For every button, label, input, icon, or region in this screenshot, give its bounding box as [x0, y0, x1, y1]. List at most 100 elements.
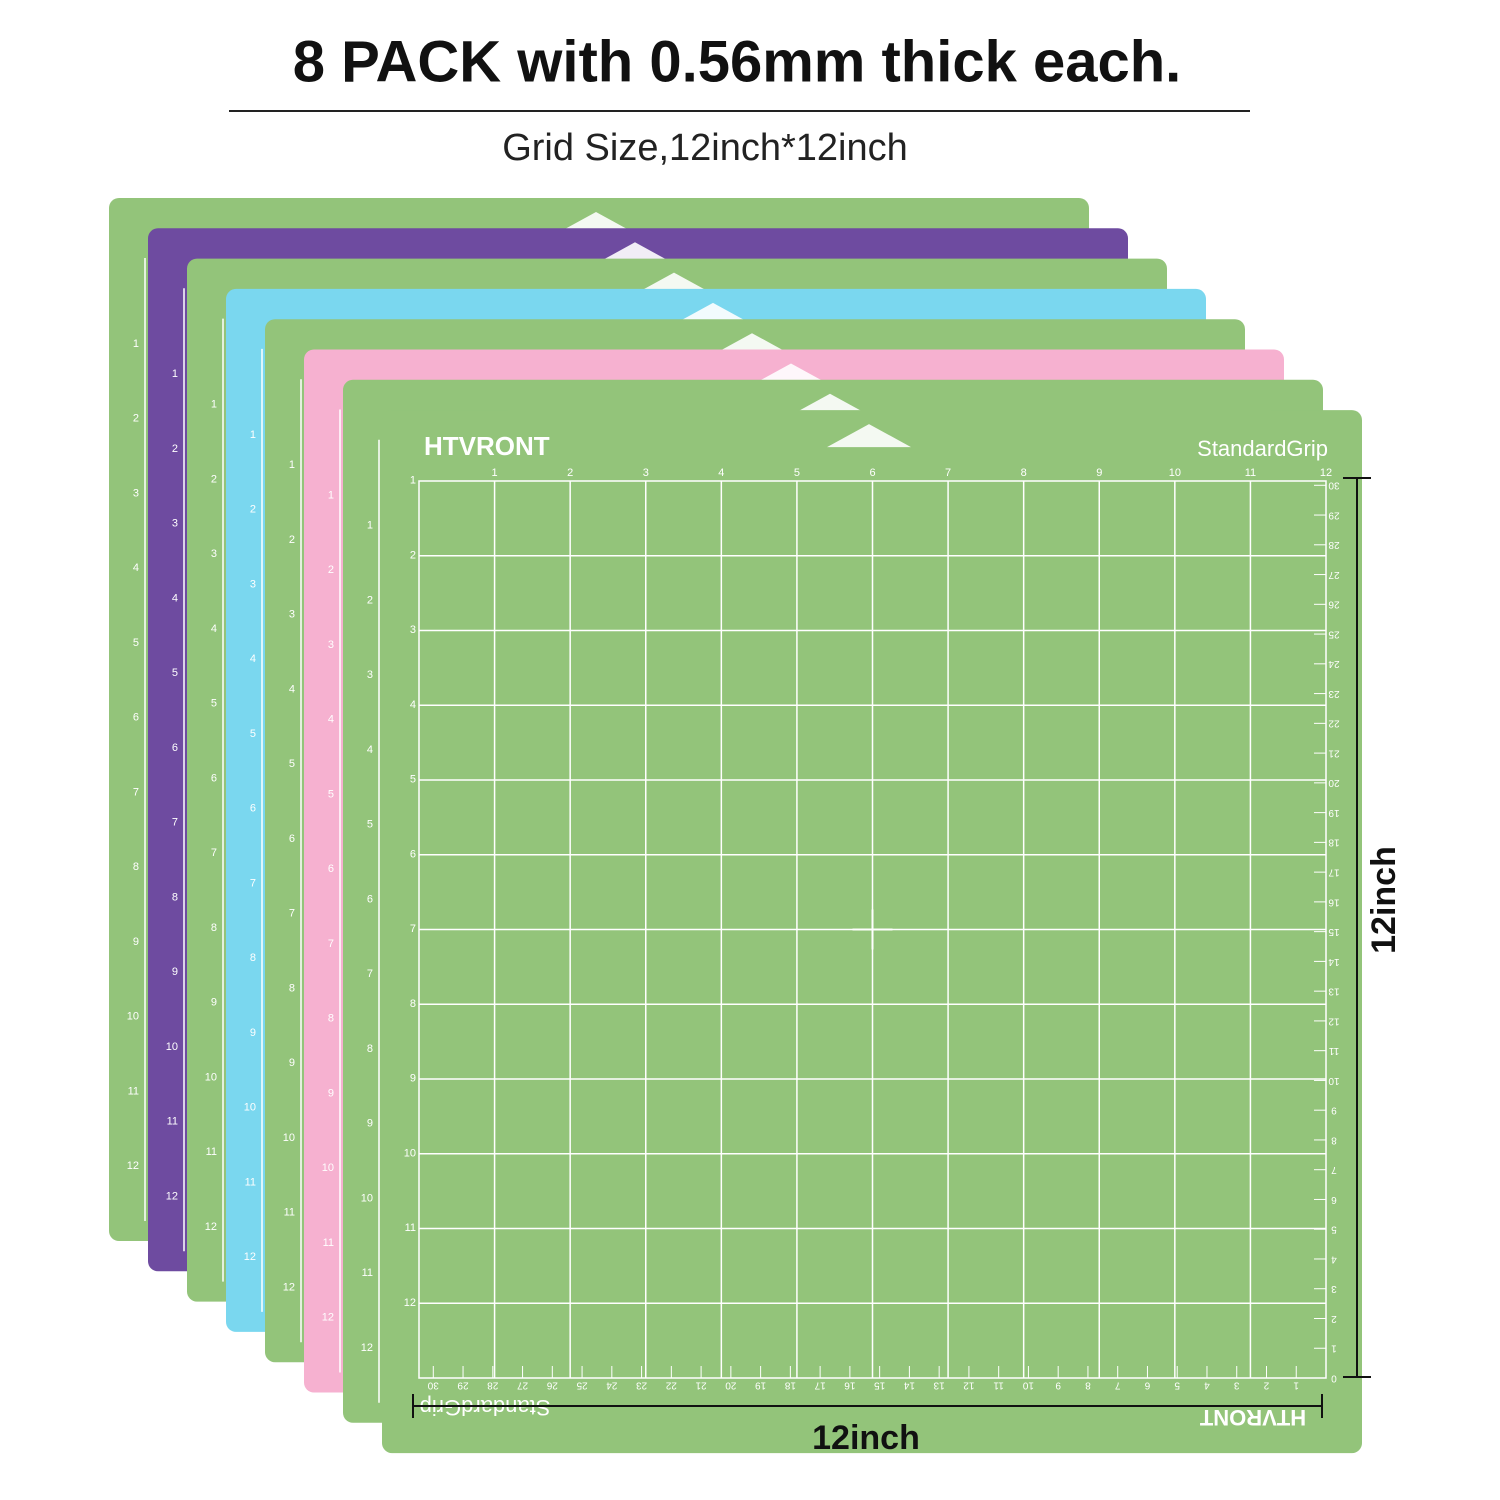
side-ruler-label: 4	[250, 653, 256, 665]
side-ruler-label: 9	[133, 936, 139, 948]
right-ruler-label: 2	[1331, 1313, 1337, 1324]
side-ruler-label: 6	[172, 742, 178, 754]
right-ruler-label: 23	[1328, 688, 1340, 699]
side-ruler-label: 5	[250, 728, 256, 740]
side-ruler-label: 5	[367, 819, 373, 831]
right-ruler-label: 25	[1328, 628, 1340, 639]
side-ruler-label: 8	[133, 861, 139, 873]
side-ruler-label: 10	[205, 1071, 217, 1083]
right-ruler-label: 7	[1331, 1164, 1337, 1175]
side-ruler-label: 11	[245, 1176, 256, 1188]
right-ruler-label: 18	[1328, 837, 1340, 848]
side-ruler-label: 10	[244, 1102, 256, 1114]
left-ruler-label: 9	[410, 1073, 416, 1085]
side-ruler-label: 11	[362, 1267, 373, 1279]
bottom-ruler-label: 28	[487, 1379, 499, 1390]
side-ruler-label: 12	[322, 1312, 334, 1324]
side-ruler-label: 8	[367, 1043, 373, 1055]
left-ruler-label: 2	[410, 549, 416, 561]
side-ruler-label: 5	[133, 637, 139, 649]
side-ruler-label: 7	[250, 877, 256, 889]
right-ruler-label: 27	[1328, 569, 1340, 580]
bottom-ruler-label: 9	[1055, 1379, 1061, 1390]
side-ruler-label: 8	[328, 1013, 334, 1025]
side-ruler-label: 3	[172, 518, 178, 530]
side-ruler-label: 3	[328, 639, 334, 651]
top-ruler-label: 6	[869, 467, 875, 479]
side-ruler-label: 9	[367, 1118, 373, 1130]
side-ruler-label: 4	[289, 683, 295, 695]
side-ruler-label: 9	[250, 1027, 256, 1039]
right-ruler-label: 5	[1331, 1224, 1337, 1235]
side-ruler-label: 4	[133, 562, 139, 574]
bottom-ruler-label: 20	[725, 1379, 737, 1390]
side-ruler-label: 1	[211, 399, 217, 411]
side-ruler-label: 6	[367, 893, 373, 905]
side-ruler-label: 12	[244, 1251, 256, 1263]
right-ruler-label: 0	[1331, 1372, 1337, 1383]
side-ruler-label: 7	[367, 968, 373, 980]
bottom-ruler-label: 22	[665, 1379, 677, 1390]
side-ruler-label: 12	[205, 1221, 217, 1233]
side-ruler-label: 3	[250, 578, 256, 590]
side-ruler-label: 6	[328, 863, 334, 875]
right-ruler-label: 22	[1328, 718, 1340, 729]
right-ruler-label: 28	[1328, 539, 1340, 550]
top-ruler-label: 7	[945, 467, 951, 479]
left-ruler-label: 6	[410, 848, 416, 860]
hang-hole	[827, 424, 911, 448]
right-ruler-label: 26	[1328, 599, 1340, 610]
side-ruler-label: 6	[289, 833, 295, 845]
right-ruler-label: 3	[1331, 1283, 1337, 1294]
side-ruler-label: 5	[211, 698, 217, 710]
right-ruler-label: 17	[1328, 866, 1340, 877]
side-ruler-label: 9	[172, 966, 178, 978]
side-ruler-label: 5	[289, 758, 295, 770]
side-ruler-label: 7	[328, 938, 334, 950]
top-ruler-label: 2	[567, 467, 573, 479]
right-ruler-label: 10	[1328, 1075, 1340, 1086]
side-ruler-label: 4	[367, 744, 373, 756]
bottom-ruler-label: 5	[1174, 1379, 1180, 1390]
side-ruler-label: 7	[211, 847, 217, 859]
side-ruler-label: 12	[283, 1281, 295, 1293]
side-ruler-label: 4	[211, 623, 217, 635]
side-ruler-label: 12	[166, 1190, 178, 1202]
side-ruler-label: 1	[328, 489, 334, 501]
bottom-ruler-label: 6	[1144, 1379, 1150, 1390]
bottom-ruler-label: 25	[576, 1379, 588, 1390]
bottom-ruler-label: 12	[963, 1379, 975, 1390]
bottom-ruler-label: 29	[457, 1379, 469, 1390]
right-ruler-label: 11	[1328, 1045, 1339, 1056]
side-ruler-label: 2	[211, 473, 217, 485]
bottom-ruler-label: 16	[844, 1379, 856, 1390]
side-ruler-label: 11	[167, 1116, 178, 1128]
side-ruler-label: 1	[367, 520, 373, 532]
side-ruler-label: 1	[172, 368, 178, 380]
side-ruler-label: 10	[283, 1132, 295, 1144]
left-ruler-label: 3	[410, 624, 416, 636]
side-ruler-label: 8	[172, 891, 178, 903]
right-ruler-label: 21	[1328, 747, 1340, 758]
top-ruler-label: 4	[718, 467, 724, 479]
bottom-ruler-label: 23	[636, 1379, 648, 1390]
bottom-ruler-label: 2	[1263, 1379, 1269, 1390]
bottom-ruler-label: 10	[1022, 1379, 1034, 1390]
top-ruler-label: 1	[492, 467, 498, 479]
bottom-ruler-label: 19	[755, 1379, 767, 1390]
side-ruler-label: 7	[133, 786, 139, 798]
bottom-ruler-label: 1	[1293, 1379, 1299, 1390]
right-ruler-label: 4	[1331, 1253, 1337, 1264]
bottom-ruler-label: 26	[546, 1379, 558, 1390]
left-ruler-label: 1	[410, 475, 416, 487]
side-ruler-label: 1	[250, 429, 256, 441]
side-ruler-label: 4	[172, 592, 178, 604]
left-ruler-label: 11	[405, 1222, 416, 1234]
side-ruler-label: 2	[328, 564, 334, 576]
height-label: 12inch	[1365, 846, 1403, 954]
right-ruler-label: 24	[1328, 658, 1340, 669]
bottom-ruler-label: 24	[606, 1379, 618, 1390]
mat-stack: 1234567891011121234567891011121234567891…	[109, 198, 1362, 1454]
side-ruler-label: 8	[211, 922, 217, 934]
